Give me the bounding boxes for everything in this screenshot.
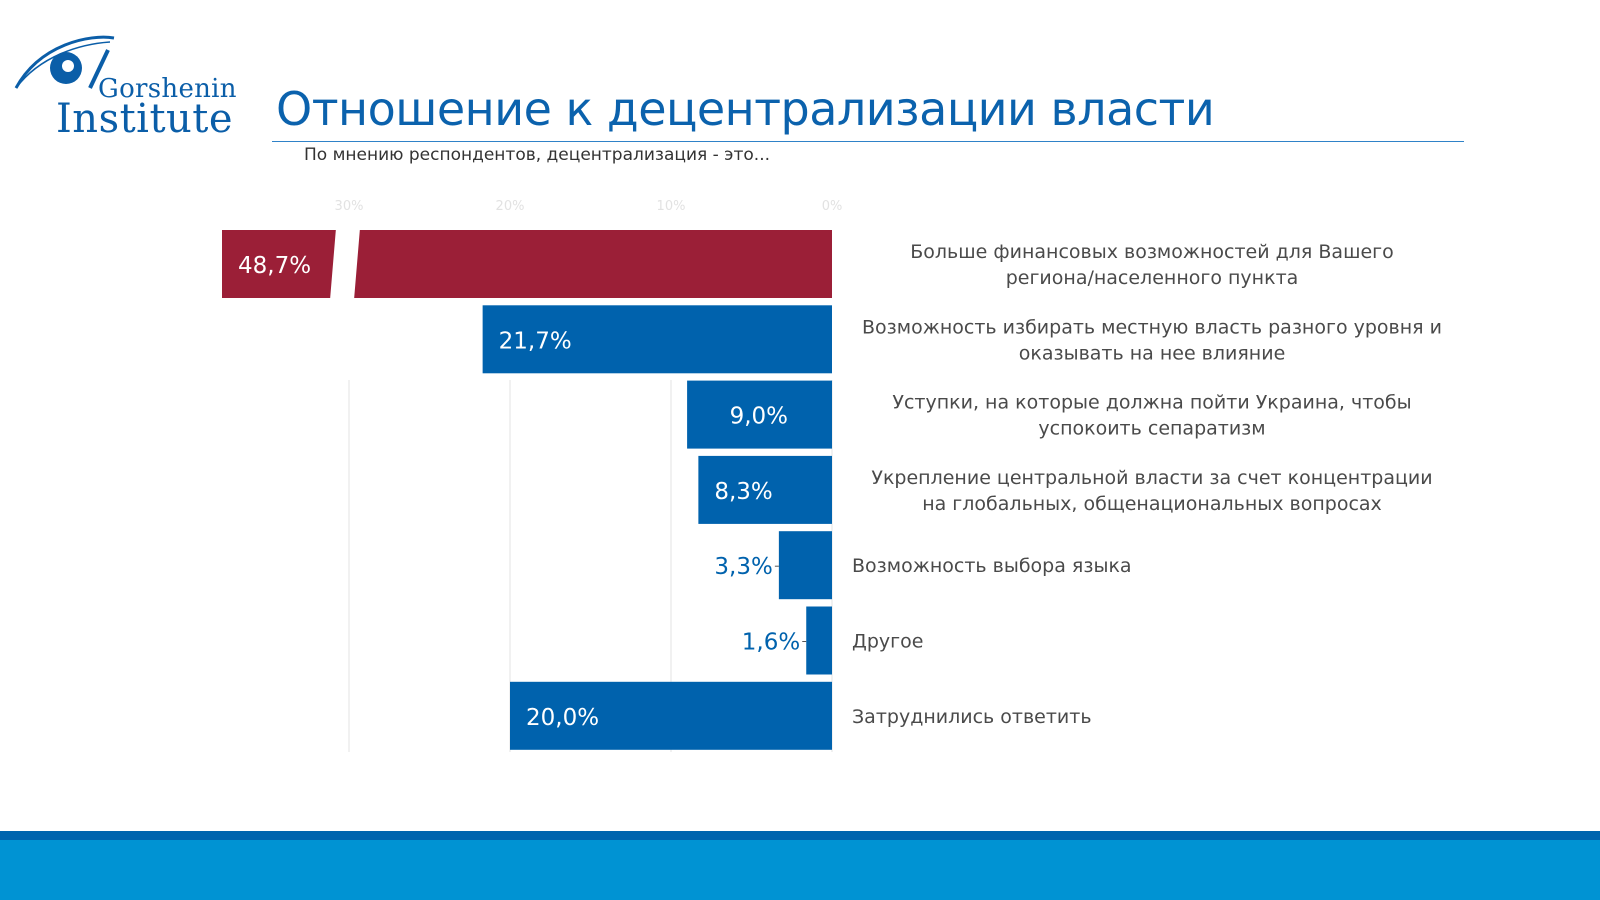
category-label: Укрепление центральной власти за счет ко… (871, 467, 1432, 489)
data-label: 20,0% (526, 705, 599, 731)
bar (687, 380, 832, 449)
logo-text-bottom: Institute (56, 96, 234, 142)
footer-band-dark (0, 831, 1600, 840)
x-tick-label: 20% (496, 199, 525, 214)
category-label: Возможность выбора языка (852, 555, 1132, 577)
data-label: 9,0% (730, 404, 788, 430)
x-tick-label: 0% (822, 199, 843, 214)
data-label: 1,6% (742, 630, 800, 656)
x-tick-label: 10% (657, 199, 686, 214)
logo: Gorshenin Institute (10, 30, 250, 150)
data-label: 3,3% (714, 554, 772, 580)
bar (482, 305, 832, 374)
eye-icon (14, 35, 115, 89)
category-label: региона/населенного пункта (1006, 267, 1299, 289)
category-label: Затруднились ответить (852, 706, 1092, 728)
bar (698, 455, 832, 524)
data-label: 48,7% (238, 253, 311, 279)
bar (510, 681, 832, 750)
page-subtitle: По мнению респондентов, децентрализация … (304, 145, 771, 165)
bar (778, 531, 832, 600)
category-label: Уступки, на которые должна пойти Украина… (892, 392, 1411, 414)
category-label: Возможность избирать местную власть разн… (862, 316, 1442, 338)
category-label: на глобальных, общенациональных вопросах (922, 493, 1382, 515)
data-label: 8,3% (714, 479, 772, 505)
page-title: Отношение к децентрализации власти (276, 82, 1215, 136)
footer-band-light (0, 840, 1600, 900)
logo-text-top: Gorshenin (98, 74, 237, 104)
category-label: успокоить сепаратизм (1038, 418, 1265, 440)
axis-break (330, 228, 360, 300)
bar (222, 230, 832, 298)
x-tick-label: 30% (335, 199, 364, 214)
bar (806, 606, 832, 675)
category-label: Другое (852, 631, 923, 653)
data-label: 21,7% (499, 328, 572, 354)
title-underline (272, 141, 1464, 142)
category-label: оказывать на нее влияние (1019, 342, 1286, 364)
category-label: Больше финансовых возможностей для Вашег… (910, 241, 1394, 263)
